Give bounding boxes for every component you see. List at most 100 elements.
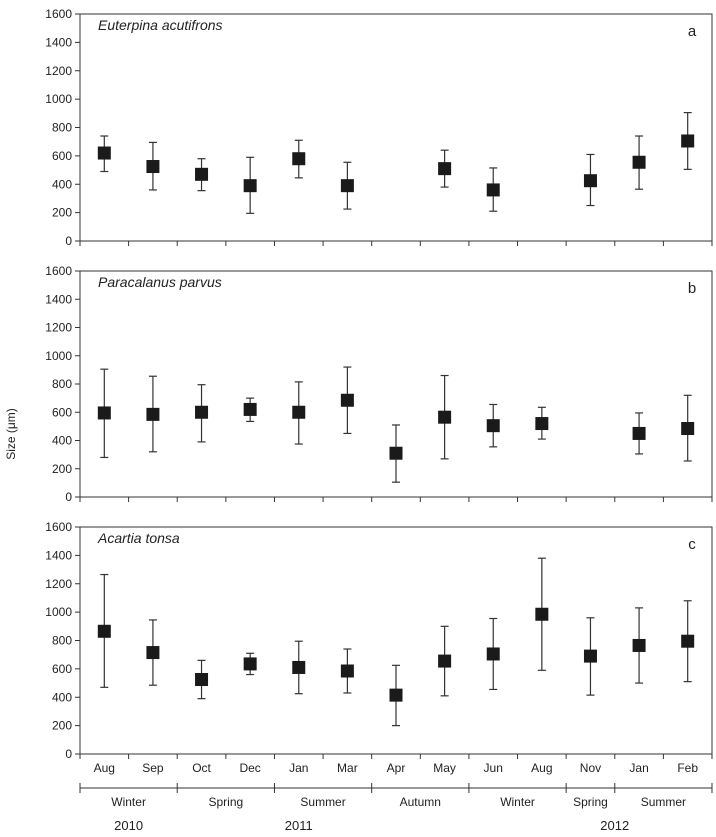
x-tick-label: Jan [289,761,308,775]
data-point [681,600,695,683]
data-point [292,139,306,179]
mean-marker [97,406,111,420]
season-label: Summer [300,795,345,809]
y-tick-label: 200 [52,462,72,476]
mean-marker [146,160,160,174]
mean-marker [486,183,500,197]
data-point [486,167,500,212]
x-tick-label: Nov [580,761,601,775]
data-point [438,625,452,697]
y-tick-label: 1400 [45,292,72,306]
x-tick-label: Dec [239,761,260,775]
panel-letter: a [688,23,697,40]
y-tick-label: 0 [65,490,72,504]
data-point [97,368,111,459]
mean-marker [486,647,500,661]
y-tick-label: 1200 [45,64,72,78]
y-tick-label: 600 [52,149,72,163]
mean-marker [681,421,695,435]
y-tick-label: 1000 [45,349,72,363]
mean-marker [438,410,452,424]
mean-marker [340,179,354,193]
y-tick-label: 1000 [45,92,72,106]
y-tick-label: 0 [65,747,72,761]
data-point [146,619,160,686]
panel-title: Euterpina acutifrons [98,17,223,33]
data-point [243,652,257,676]
mean-marker [535,607,549,621]
x-tick-label: Sep [142,761,164,775]
mean-marker [146,407,160,421]
year-label: 2010 [114,818,143,833]
x-tick-label: Jan [629,761,648,775]
x-tick-label: May [433,761,456,775]
mean-marker [243,402,257,416]
mean-marker [632,638,646,652]
mean-marker [243,657,257,671]
mean-marker [583,649,597,663]
mean-marker [146,646,160,660]
mean-marker [535,417,549,431]
data-point [438,374,452,460]
panel-a: 0 200 400 600 800 1000 1200 1400 1600 Euterpina a… [45,7,713,248]
y-tick-label: 600 [52,662,72,676]
y-tick-label: 200 [52,206,72,220]
mean-marker [438,654,452,668]
panel-c: 0 200 400 600 800 1000 1200 1400 1600 Acartia ton… [45,520,713,761]
mean-marker [340,393,354,407]
panel-frame [79,13,713,242]
season-label: Spring [573,795,608,809]
data-point [97,573,111,688]
data-point [292,381,306,445]
data-point [340,648,354,694]
data-point [681,394,695,462]
y-tick-label: 800 [52,121,72,135]
panel-b: 0 200 400 600 800 1000 1200 1400 1600 Paracalanus… [45,264,713,504]
mean-marker [389,688,403,702]
mean-marker [292,660,306,674]
y-tick-label: 200 [52,719,72,733]
data-point [292,640,306,695]
y-tick-label: 1000 [45,605,72,619]
mean-marker [340,664,354,678]
data-point [389,424,403,483]
y-tick-label: 1400 [45,35,72,49]
y-tick-label: 400 [52,690,72,704]
mean-marker [195,405,209,419]
y-tick-label: 0 [65,234,72,248]
panel-letter: c [688,536,696,553]
data-point [535,557,549,671]
y-tick-label: 800 [52,634,72,648]
year-label: 2011 [285,818,313,833]
mean-marker [389,446,403,460]
data-point [389,664,403,727]
mean-marker [632,426,646,440]
data-point [632,607,646,684]
data-point [632,135,646,190]
data-point [486,403,500,448]
x-tick-label: Apr [387,761,406,775]
panel-letter: b [688,280,696,297]
data-point [195,384,209,443]
x-tick-label: Oct [192,761,211,775]
data-point [146,141,160,191]
data-point [195,659,209,700]
y-tick-label: 1600 [45,520,72,534]
data-point [486,617,500,691]
y-tick-label: 1600 [45,264,72,278]
y-tick-label: 1600 [45,7,72,21]
x-tick-label: Feb [677,761,698,775]
data-point [243,397,257,423]
mean-marker [681,134,695,148]
mean-marker [632,155,646,169]
mean-marker [195,673,209,687]
mean-marker [681,634,695,648]
panels: 0 200 400 600 800 1000 1200 1400 1600 Euterpina a… [45,7,713,761]
x-tick-label: Aug [94,761,115,775]
mean-marker [292,405,306,419]
y-tick-label: 400 [52,434,72,448]
mean-marker [438,162,452,176]
data-point [146,375,160,453]
season-label: Winter [500,795,535,809]
